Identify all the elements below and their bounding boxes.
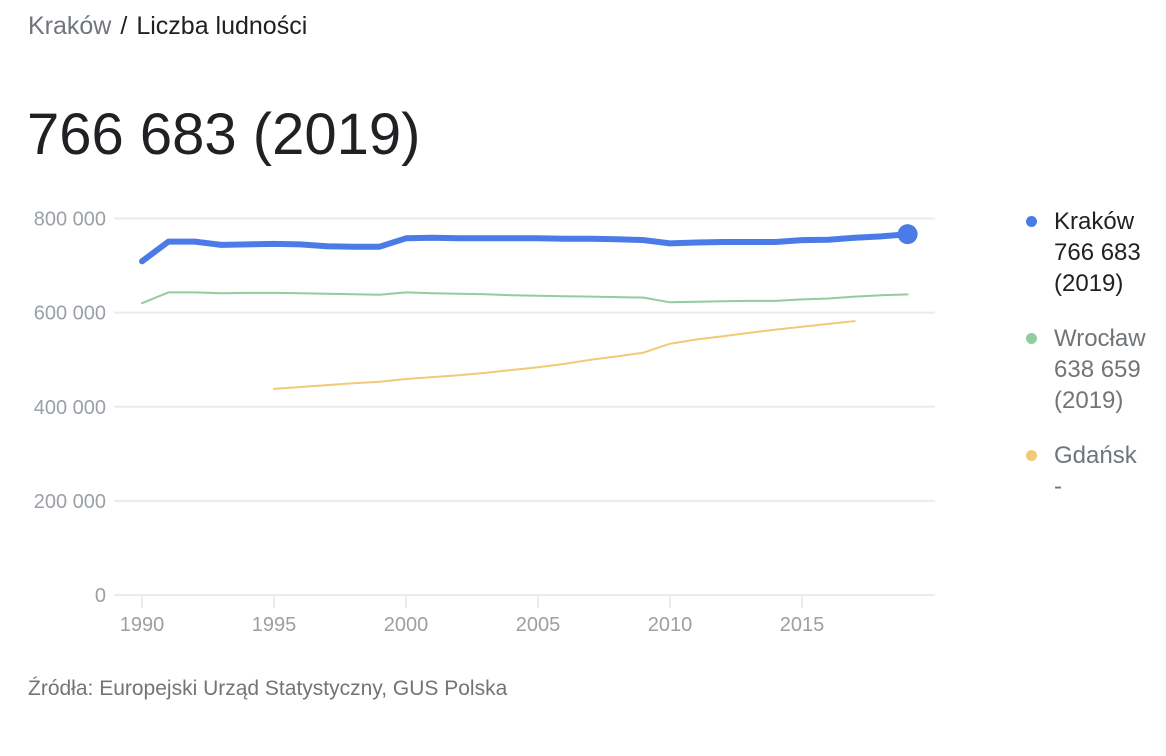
- breadcrumb-separator: /: [120, 12, 128, 40]
- x-tick-label: 1995: [252, 614, 297, 636]
- legend-year: (2019): [1054, 387, 1124, 414]
- legend-dot-icon: [1026, 450, 1037, 461]
- legend-year: (2019): [1054, 270, 1124, 297]
- breadcrumb-parent-link[interactable]: Kraków: [28, 12, 112, 40]
- breadcrumb: Kraków / Liczba ludności: [28, 10, 307, 42]
- x-tick-label: 2005: [516, 614, 561, 636]
- x-tick-label: 2010: [648, 614, 693, 636]
- y-tick-label: 800 000: [34, 209, 106, 231]
- y-axis: 0 200 000 400 000 600 000 800 000: [34, 209, 106, 608]
- chart-legend: Kraków 766 683 (2019) Wrocław 638 659 (2019) G…: [1026, 206, 1146, 526]
- legend-name: Wrocław: [1054, 325, 1146, 352]
- series-line-kraków[interactable]: [139, 231, 911, 265]
- x-tick-label: 2000: [384, 614, 429, 636]
- series-line-wrocław[interactable]: [141, 291, 909, 305]
- y-tick-label: 0: [95, 585, 106, 607]
- y-tick-label: 600 000: [34, 303, 106, 325]
- x-axis: 1990 1995 2000 2005 2010 2015: [120, 595, 825, 636]
- legend-name: Kraków: [1054, 208, 1135, 235]
- legend-item[interactable]: Wrocław 638 659 (2019): [1026, 323, 1146, 416]
- population-line-chart[interactable]: 0 200 000 400 000 600 000 800 000 1990 1995 20…: [0, 0, 1000, 650]
- legend-value: -: [1054, 473, 1062, 500]
- y-tick-label: 200 000: [34, 491, 106, 513]
- population-headline: 766 683 (2019): [27, 102, 421, 167]
- series-line-gdańsk[interactable]: [273, 320, 856, 390]
- x-tick-label: 1990: [120, 614, 165, 636]
- chart-series: [139, 224, 918, 390]
- y-tick-label: 400 000: [34, 397, 106, 419]
- legend-dot-icon: [1026, 333, 1037, 344]
- legend-value: 766 683: [1054, 239, 1141, 266]
- data-source: Źródła: Europejski Urząd Statystyczny, G…: [28, 677, 508, 700]
- legend-item[interactable]: Kraków 766 683 (2019): [1026, 206, 1146, 299]
- legend-dot-icon: [1026, 216, 1037, 227]
- legend-item[interactable]: Gdańsk -: [1026, 440, 1146, 502]
- highlight-point-marker[interactable]: [897, 224, 918, 245]
- chart-gridlines: [114, 217, 935, 596]
- legend-value: 638 659: [1054, 356, 1141, 383]
- breadcrumb-current: Liczba ludności: [136, 12, 308, 40]
- legend-name: Gdańsk: [1054, 442, 1137, 469]
- x-tick-label: 2015: [780, 614, 825, 636]
